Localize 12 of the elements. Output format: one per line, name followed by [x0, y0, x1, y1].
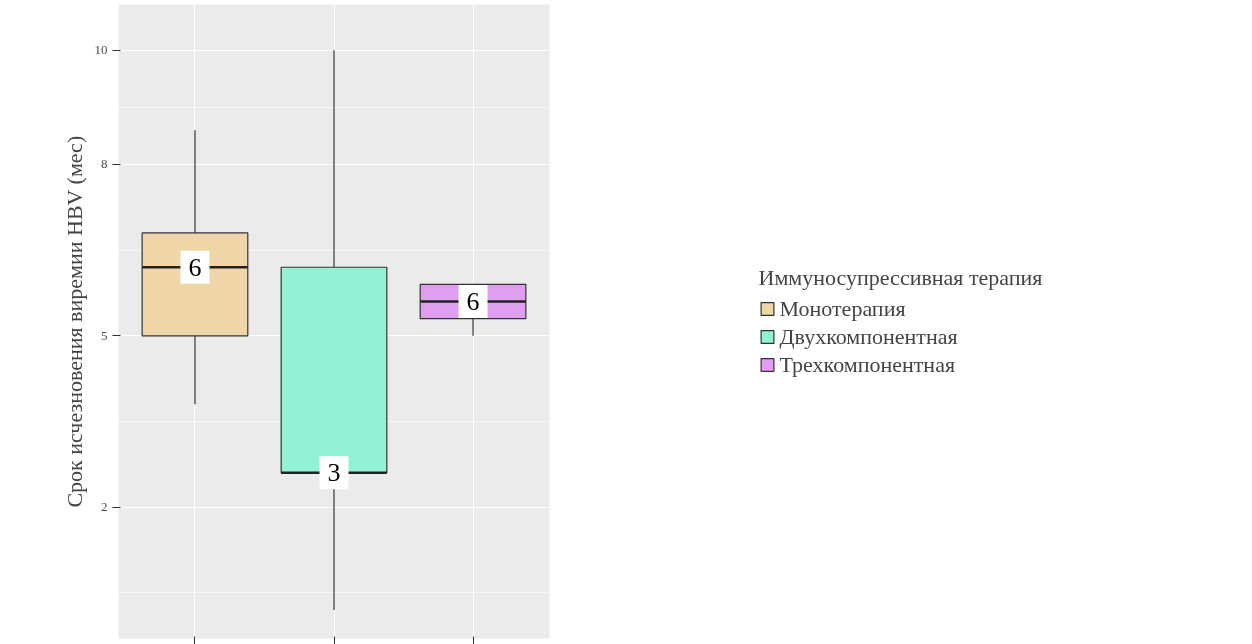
legend-title: Иммуносупрессивная терапия [758, 264, 1043, 291]
y-tick-label: 8 [101, 156, 108, 172]
y-tick-label: 2 [101, 499, 108, 515]
y-tick-label: 5 [101, 327, 108, 343]
text: 6 [188, 252, 202, 282]
legend-label: Трехкомпонентная [779, 351, 956, 378]
text: 3 [327, 458, 341, 488]
y-axis-title: Срок исчезновения виремии HBV (мес) [61, 135, 87, 508]
legend-label: Монотерапия [779, 295, 906, 322]
legend-label: Двухкомпонентная [779, 323, 958, 350]
text: 6 [466, 287, 480, 317]
y-tick-label: 10 [94, 42, 108, 58]
